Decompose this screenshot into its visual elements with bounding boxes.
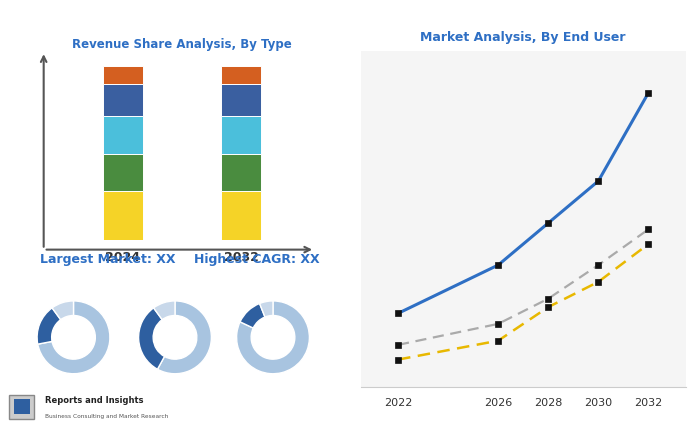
Wedge shape [240, 304, 265, 328]
Title: Market Analysis, By End User: Market Analysis, By End User [421, 31, 626, 43]
Title: Revenue Share Analysis, By Type: Revenue Share Analysis, By Type [72, 37, 292, 51]
Wedge shape [52, 301, 74, 320]
Wedge shape [37, 308, 61, 344]
Bar [220, 66, 261, 85]
Text: Reports and Insights: Reports and Insights [45, 395, 144, 404]
Wedge shape [237, 301, 309, 374]
Bar [103, 117, 144, 154]
Text: Largest Market: XX: Largest Market: XX [41, 252, 176, 266]
Text: Business Consulting and Market Research: Business Consulting and Market Research [45, 413, 168, 418]
Bar [220, 192, 261, 241]
Bar [103, 66, 144, 85]
Bar [103, 154, 144, 192]
Wedge shape [139, 308, 164, 369]
Text: SEGMENT ANALYSIS: SEGMENT ANALYSIS [321, 16, 484, 31]
Bar [103, 192, 144, 241]
Wedge shape [158, 301, 211, 374]
Bar [220, 154, 261, 192]
Wedge shape [38, 301, 110, 374]
Bar [103, 85, 144, 117]
FancyBboxPatch shape [9, 395, 34, 419]
FancyBboxPatch shape [14, 399, 30, 414]
Wedge shape [260, 301, 273, 317]
Bar [220, 85, 261, 117]
Text: Highest CAGR: XX: Highest CAGR: XX [195, 252, 320, 266]
Wedge shape [153, 301, 175, 320]
Text: EUROPE ELECTRIC VEHICLES MARKET: EUROPE ELECTRIC VEHICLES MARKET [9, 16, 288, 31]
Bar [220, 117, 261, 154]
